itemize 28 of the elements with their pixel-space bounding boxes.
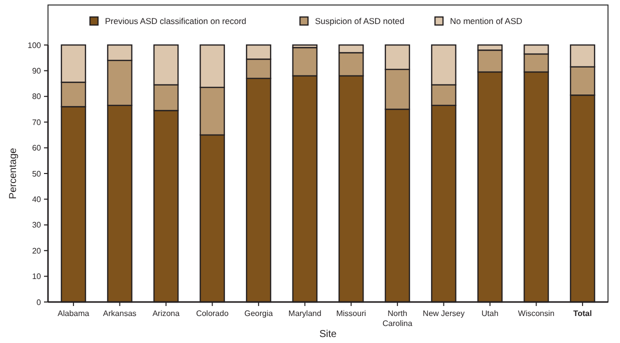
x-tick-label: North Carolina: [382, 309, 413, 328]
y-tick-label: 40: [32, 195, 42, 204]
x-tick-label: Arizona: [152, 309, 180, 318]
x-tick-label: Missouri: [336, 309, 366, 318]
legend-label: No mention of ASD: [450, 16, 522, 26]
x-tick-label: Wisconsin: [518, 309, 554, 318]
y-tick-label: 100: [28, 40, 42, 50]
x-tick-label: Colorado: [196, 309, 230, 318]
x-tick-label: Arkansas: [103, 309, 136, 318]
x-tick-label: Georgia: [244, 309, 274, 318]
x-axis-title: Site: [319, 329, 338, 340]
y-tick-label: 0: [36, 298, 42, 307]
x-tick-label: Maryland: [288, 309, 322, 318]
y-tick-label: 30: [32, 220, 42, 230]
y-axis-title: Percentage: [8, 147, 19, 200]
y-tick-label: 80: [32, 92, 42, 102]
x-tick-label: Utah: [482, 309, 498, 318]
x-tick-label: Alabama: [58, 309, 90, 318]
legend-label: Previous ASD classification on record: [105, 16, 247, 26]
y-tick-label: 20: [32, 246, 42, 256]
y-tick-label: 60: [32, 144, 42, 153]
y-tick-label: 10: [32, 272, 42, 282]
y-tick-label: 70: [32, 118, 42, 127]
x-tick-label: New Jersey: [422, 309, 465, 318]
x-tick-label: Total: [573, 309, 592, 318]
y-tick-label: 90: [32, 66, 42, 76]
legend-label: Suspicion of ASD noted: [315, 16, 405, 26]
y-tick-label: 50: [32, 169, 42, 178]
